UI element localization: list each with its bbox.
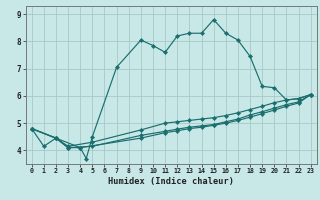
X-axis label: Humidex (Indice chaleur): Humidex (Indice chaleur) xyxy=(108,177,234,186)
